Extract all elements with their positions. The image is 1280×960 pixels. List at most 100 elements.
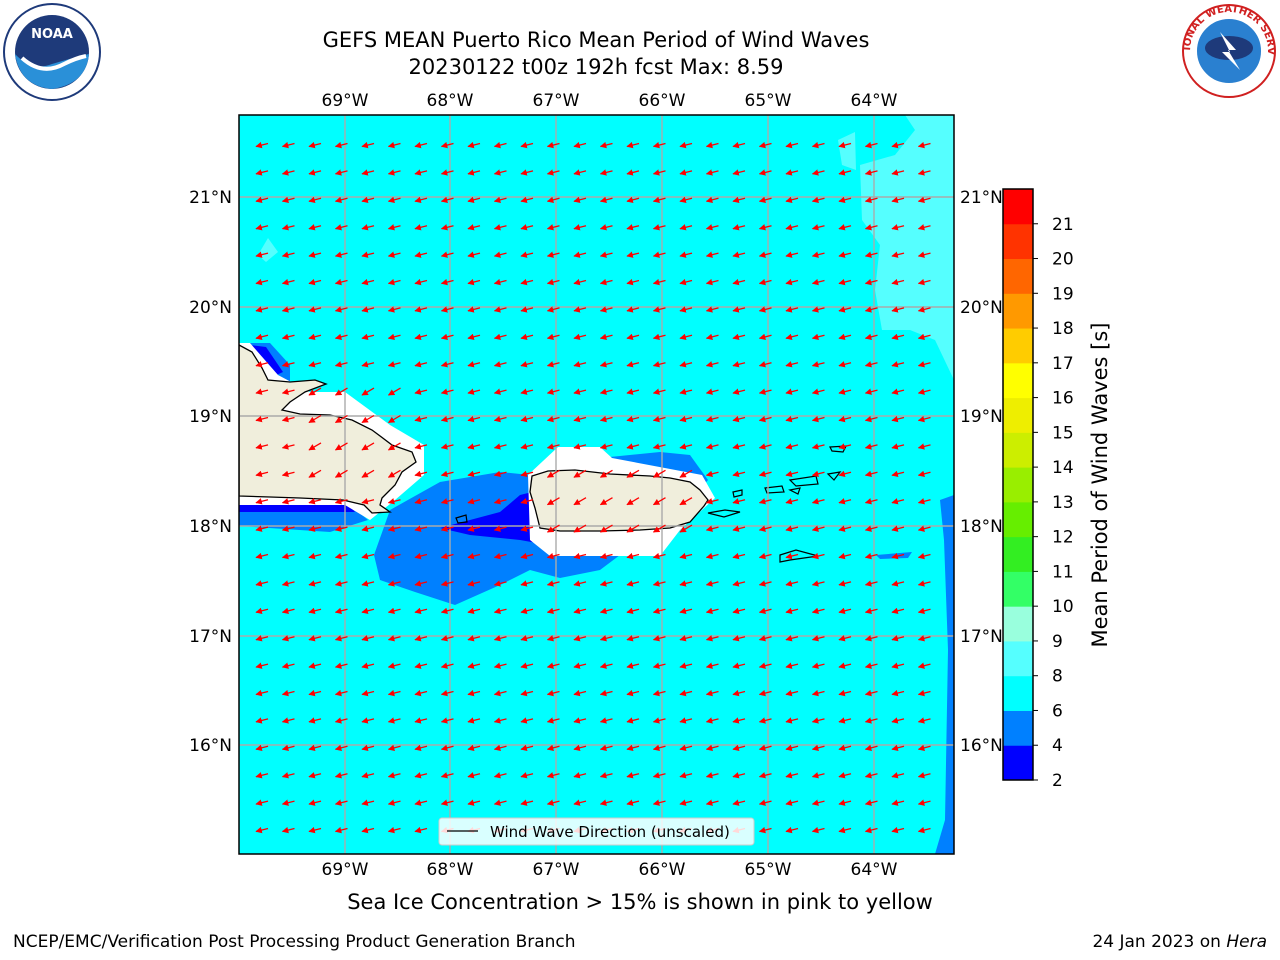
- wind-wave-arrow: [520, 224, 534, 231]
- wind-wave-arrow: [758, 415, 772, 423]
- lon-label: 69°W: [322, 91, 369, 111]
- wind-wave-arrow: [758, 635, 772, 642]
- wind-wave-arrow: [785, 607, 799, 615]
- wind-wave-arrow: [838, 196, 852, 204]
- wind-wave-arrow: [785, 470, 799, 478]
- colorbar-segment: [1003, 293, 1033, 329]
- wind-wave-arrow: [917, 224, 931, 231]
- wind-wave-arrow: [440, 141, 454, 149]
- wind-wave-arrow: [573, 388, 587, 395]
- wind-wave-arrow: [281, 689, 295, 697]
- footer-credit: NCEP/EMC/Verification Post Processing Pr…: [13, 932, 576, 952]
- wind-wave-arrow: [281, 717, 295, 724]
- wind-wave-arrow: [281, 224, 295, 231]
- wind-wave-arrow: [414, 662, 428, 669]
- wind-wave-arrow: [679, 251, 693, 258]
- wind-wave-arrow: [361, 744, 375, 752]
- wind-wave-arrow: [705, 525, 719, 532]
- wind-wave-arrow: [758, 662, 772, 669]
- wind-wave-arrow: [361, 469, 375, 478]
- wind-wave-arrow: [414, 744, 428, 752]
- wind-wave-arrow: [917, 826, 931, 834]
- wind-wave-arrow: [758, 607, 772, 615]
- wind-wave-arrow: [785, 662, 799, 669]
- wind-wave-arrow: [520, 552, 534, 560]
- wind-wave-arrow: [891, 744, 905, 752]
- wind-wave-arrow: [599, 361, 613, 368]
- footer-date-text: 24 Jan 2023 on: [1092, 932, 1227, 952]
- colorbar-segment: [1003, 501, 1033, 538]
- wind-wave-arrow: [387, 224, 401, 231]
- wind-wave-arrow: [652, 415, 666, 423]
- wind-wave-arrow: [546, 799, 560, 806]
- wind-wave-arrow: [732, 689, 746, 697]
- wind-wave-arrow: [626, 306, 640, 313]
- wind-wave-arrow: [308, 498, 322, 505]
- wind-wave-arrow: [599, 141, 613, 149]
- wind-wave-arrow: [414, 689, 428, 697]
- colorbar-segment: [1003, 710, 1033, 746]
- wind-wave-arrow: [387, 717, 401, 724]
- wind-wave-arrow: [838, 799, 852, 806]
- wind-wave-arrow: [414, 306, 428, 313]
- wind-wave-arrow: [546, 662, 560, 669]
- wind-wave-arrow: [440, 662, 454, 669]
- wind-wave-arrow: [281, 278, 295, 286]
- wind-wave-arrow: [705, 689, 719, 697]
- wind-wave-arrow: [917, 689, 931, 697]
- lon-label: 64°W: [851, 860, 898, 880]
- wind-wave-arrow: [334, 717, 348, 724]
- wind-wave-arrow: [281, 580, 295, 587]
- wind-wave-arrow: [838, 552, 852, 560]
- map-title: GEFS MEAN Puerto Rico Mean Period of Win…: [322, 28, 870, 52]
- wind-wave-arrow: [705, 552, 719, 560]
- wind-wave-arrow: [440, 251, 454, 258]
- wind-wave-arrow: [255, 415, 269, 423]
- wind-wave-arrow: [599, 772, 613, 779]
- wind-wave-arrow: [785, 443, 799, 450]
- wind-wave-arrow: [361, 635, 375, 642]
- wind-wave-arrow: [467, 443, 481, 450]
- wind-wave-arrow: [493, 689, 507, 697]
- wind-wave-arrows: [255, 141, 931, 834]
- wind-wave-arrow: [573, 635, 587, 642]
- wind-wave-arrow: [679, 689, 693, 697]
- wind-wave-arrow: [387, 469, 401, 478]
- wind-wave-arrow: [811, 717, 825, 724]
- wind-wave-arrow: [679, 607, 693, 615]
- wind-wave-arrow: [387, 635, 401, 642]
- wind-wave-arrow: [811, 306, 825, 313]
- colorbar-tick-label: 6: [1052, 701, 1063, 721]
- wind-wave-arrow: [361, 414, 375, 424]
- wind-wave-arrow: [414, 361, 428, 368]
- wind-wave-arrow: [679, 443, 693, 450]
- wind-wave-arrow: [652, 388, 666, 395]
- wind-wave-arrow: [917, 607, 931, 615]
- wind-wave-arrow: [917, 443, 931, 450]
- wind-wave-arrow: [308, 717, 322, 724]
- wind-wave-arrow: [917, 498, 931, 505]
- wind-wave-arrow: [864, 196, 878, 204]
- wind-wave-arrow: [732, 361, 746, 368]
- wind-wave-arrow: [679, 662, 693, 669]
- wind-wave-arrow: [334, 744, 348, 752]
- wind-wave-arrow: [520, 580, 534, 587]
- wind-wave-arrow: [440, 361, 454, 368]
- wind-wave-arrow: [414, 772, 428, 779]
- wind-wave-arrow: [255, 689, 269, 697]
- wind-wave-arrow: [891, 635, 905, 642]
- wind-wave-arrow: [811, 470, 825, 478]
- wind-wave-arrow: [732, 552, 746, 560]
- wind-wave-arrow: [917, 278, 931, 286]
- wind-wave-arrow: [732, 388, 746, 395]
- wind-wave-arrow: [891, 662, 905, 669]
- wind-wave-arrow: [917, 662, 931, 669]
- lat-label: 16°N: [189, 736, 232, 756]
- wind-wave-arrow: [838, 388, 852, 395]
- wind-wave-arrow: [440, 470, 454, 478]
- wind-wave-arrow: [387, 525, 401, 532]
- wind-wave-arrow: [281, 662, 295, 669]
- wind-wave-arrow: [493, 799, 507, 806]
- wind-wave-arrow: [467, 498, 481, 505]
- wind-wave-arrow: [758, 306, 772, 313]
